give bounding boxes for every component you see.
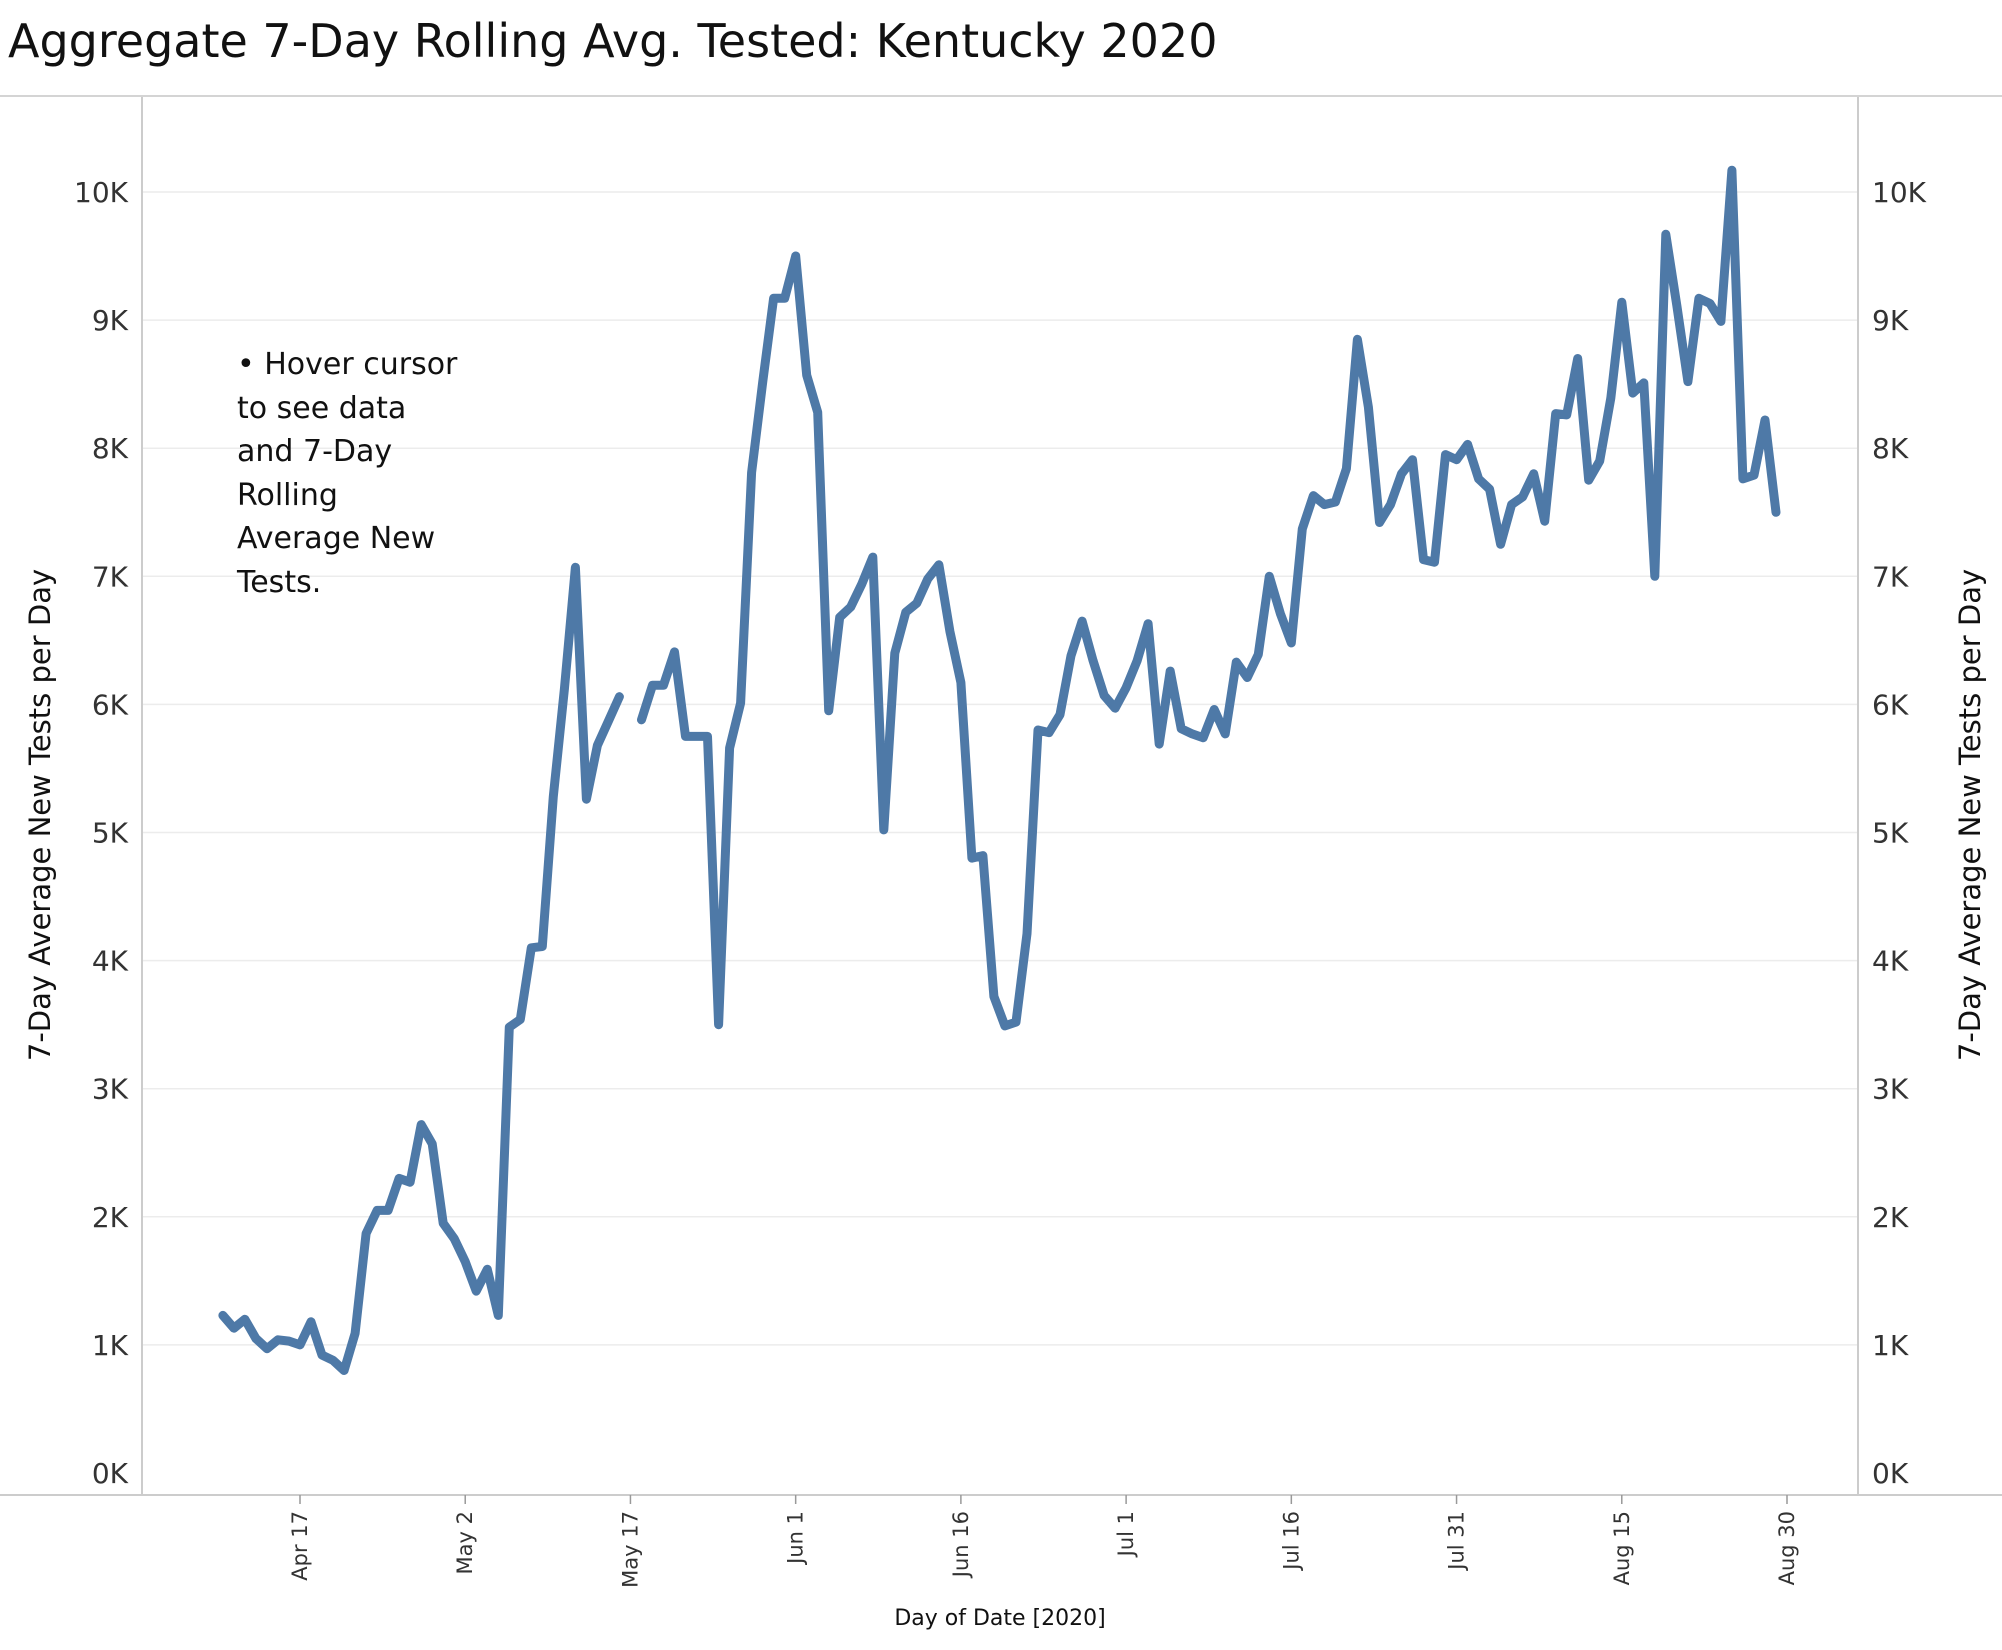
y-tick-label-right: 6K — [1872, 688, 1909, 721]
y-tick-label: 1K — [92, 1329, 129, 1362]
series-line-segment[interactable] — [218, 562, 624, 1375]
y-tick-label-right: 3K — [1872, 1073, 1909, 1106]
y-tick-label: 3K — [92, 1073, 129, 1106]
title-divider — [0, 95, 2002, 97]
hover-instruction-note: • Hover cursor to see data and 7-Day Rol… — [236, 347, 458, 600]
y-tick-label-right: 2K — [1872, 1201, 1909, 1234]
y-tick-label-right: 5K — [1872, 817, 1909, 850]
series-line-segment[interactable] — [637, 165, 1781, 1031]
x-tick-label: Jun 16 — [949, 1511, 973, 1579]
y-tick-label: 8K — [92, 432, 129, 465]
y-tick-label: 10K — [74, 176, 129, 209]
x-tick-label: Jul 31 — [1445, 1511, 1469, 1572]
x-tick-label: Aug 15 — [1610, 1511, 1634, 1585]
y-tick-label: 7K — [92, 560, 129, 593]
note-line: to see data — [237, 391, 406, 426]
x-tick-label: Aug 30 — [1775, 1511, 1799, 1585]
y-tick-label: 4K — [92, 945, 129, 978]
left-y-ticks: 0K 1K 2K 3K 4K 5K 6K 7K 8K 9K 10K — [74, 176, 129, 1490]
y-tick-label-right: 10K — [1872, 176, 1927, 209]
note-line: Tests. — [236, 565, 321, 600]
x-tick-label: May 2 — [453, 1511, 477, 1574]
y-tick-label-right: 9K — [1872, 304, 1909, 337]
x-axis-title: Day of Date [2020] — [894, 1606, 1105, 1631]
y-tick-label-right: 7K — [1872, 560, 1909, 593]
y-tick-label: 0K — [92, 1457, 129, 1490]
note-line: Rolling — [237, 478, 338, 513]
y-tick-label-right: 1K — [1872, 1329, 1909, 1362]
chart-title: Aggregate 7-Day Rolling Avg. Tested: Ken… — [8, 14, 1218, 68]
right-y-ticks: 0K 1K 2K 3K 4K 5K 6K 7K 8K 9K 10K — [1872, 176, 1927, 1490]
right-y-axis-title: 7-Day Average New Tests per Day — [1953, 569, 1987, 1061]
y-tick-label: 2K — [92, 1201, 129, 1234]
note-line: Average New — [237, 521, 435, 556]
series-layer[interactable] — [218, 165, 1781, 1375]
note-line: • Hover cursor — [237, 347, 458, 382]
x-tick-label: Jul 16 — [1279, 1511, 1303, 1572]
y-tick-label-right: 8K — [1872, 432, 1909, 465]
y-tick-label-right: 4K — [1872, 945, 1909, 978]
x-ticks: Apr 17 May 2 May 17 Jun 1 Jun 16 Jul 1 Jul 16 J… — [288, 1495, 1799, 1588]
y-tick-label-right: 0K — [1872, 1457, 1909, 1490]
y-tick-label: 6K — [92, 688, 129, 721]
note-line: and 7-Day — [237, 434, 392, 469]
x-tick-label: May 17 — [618, 1511, 642, 1588]
x-tick-label: Apr 17 — [288, 1511, 312, 1581]
y-tick-label: 5K — [92, 817, 129, 850]
x-tick-label: Jul 1 — [1114, 1511, 1138, 1558]
left-y-axis-title: 7-Day Average New Tests per Day — [23, 569, 57, 1061]
x-tick-label: Jun 1 — [784, 1511, 808, 1566]
y-tick-label: 9K — [92, 304, 129, 337]
gridlines — [142, 191, 1858, 1346]
